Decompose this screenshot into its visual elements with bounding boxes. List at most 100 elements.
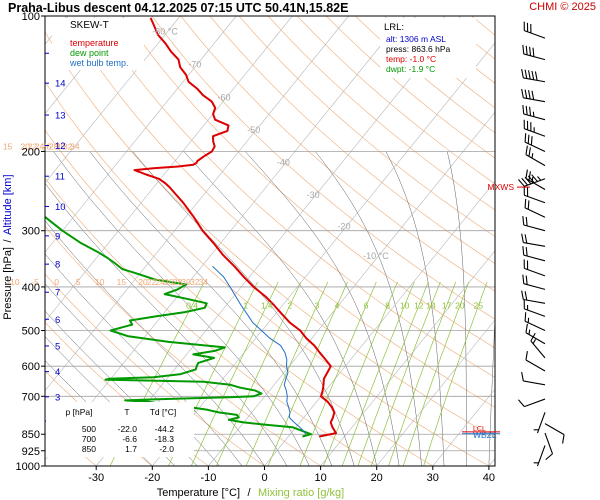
- lcl-label: LCL: [473, 426, 486, 433]
- dry-adiabat-label: 22: [28, 141, 38, 151]
- isotherm: [45, 16, 405, 461]
- wind-barb-feather: [562, 434, 565, 444]
- temperature-tick-label: 10: [314, 472, 326, 484]
- wind-barb-feather: [530, 332, 536, 342]
- mixing-ratio-label: 12: [414, 301, 424, 311]
- wind-barb-feather: [525, 247, 528, 257]
- altitude-tick-label: 6: [55, 315, 60, 326]
- mixing-ratio-label: 1: [243, 301, 248, 311]
- dry-adiabat: [296, 16, 495, 185]
- mixing-ratio-line: [299, 281, 377, 466]
- mixing-ratio-label: 4: [335, 301, 340, 311]
- wbzl-label: WBZL: [473, 430, 497, 440]
- dry-adiabat-label: 28: [173, 277, 183, 287]
- temperature-tick-label: 20: [371, 472, 383, 484]
- wind-barb-feather: [525, 169, 528, 179]
- wind-barb-feather: [525, 45, 528, 55]
- dry-adiabat-label: 34: [199, 277, 209, 287]
- isotherm-label: -70: [188, 59, 201, 69]
- lrl-background: [380, 18, 476, 78]
- mixing-ratio-label: 2: [287, 301, 292, 311]
- wind-barb-half-feather: [537, 176, 542, 181]
- dry-adiabat: [442, 16, 495, 60]
- wind-barb-feather: [534, 71, 538, 81]
- table-header-p: p [hPa]: [66, 407, 93, 417]
- table-header-t: T: [124, 407, 129, 417]
- dry-adiabat-label: 32: [190, 277, 200, 287]
- pressure-tick-label: 600: [22, 361, 40, 373]
- temperature-curve: [133, 17, 337, 438]
- mixing-ratio-line: [245, 281, 329, 466]
- isotherm: [545, 16, 600, 466]
- wind-barb-feather: [527, 200, 530, 210]
- y-axis-title: Pressure [hPa] / Altitude [km]: [2, 174, 14, 319]
- altitude-tick-label: 11: [55, 172, 65, 183]
- x-axis-title-separator: /: [247, 487, 251, 499]
- dry-adiabat: [471, 16, 495, 36]
- isotherm: [45, 16, 125, 115]
- dry-adiabat-label: 15: [3, 141, 13, 151]
- table-cell-p: 700: [82, 434, 96, 444]
- mixing-ratio-label: 10: [400, 301, 410, 311]
- isotherm: [264, 180, 495, 466]
- x-axis-title-mixing: Mixing ratio [g/kg]: [258, 487, 344, 499]
- wind-barb-staff: [536, 412, 546, 434]
- table-cell-td: -2.0: [159, 444, 174, 454]
- mixing-ratio-line: [341, 281, 415, 466]
- wind-barb-feather: [528, 70, 531, 80]
- wind-barb-half-feather: [532, 111, 535, 117]
- wind-barb-feather: [518, 399, 525, 407]
- dry-adiabat-label: 5: [76, 277, 81, 287]
- mixing-ratio-line: [357, 281, 429, 466]
- lrl-temp: temp: -1.0 °C: [386, 54, 436, 64]
- wind-barb-staff: [524, 320, 546, 332]
- dry-adiabat: [209, 16, 495, 264]
- dry-adiabat-label: 30: [181, 277, 191, 287]
- lrl-dwpt: dwpt: -1.9 °C: [386, 64, 435, 74]
- pressure-tick-label: 500: [22, 326, 40, 338]
- mixing-ratio-label: 14: [426, 301, 436, 311]
- dry-adiabat-label: 22: [147, 277, 157, 287]
- wind-barbs: [518, 21, 565, 467]
- wind-barb-feather: [521, 68, 524, 79]
- mixing-ratio-line: [267, 281, 348, 466]
- wetbulb-curve: [212, 265, 307, 435]
- wind-barb-feather: [531, 174, 538, 182]
- isotherm: [95, 16, 461, 466]
- table-header-td: Td [°C]: [150, 407, 177, 417]
- mixing-ratio-line: [388, 281, 457, 466]
- wind-barb-staff: [525, 154, 546, 167]
- isotherm-label: -10 °C: [363, 251, 389, 261]
- wind-barb-staff: [524, 128, 546, 137]
- dry-adiabat-label: 30: [56, 141, 66, 151]
- mixing-ratio-label: 20: [455, 301, 465, 311]
- table-cell-td: -44.2: [155, 424, 175, 434]
- altitude-tick-label: 14: [55, 79, 66, 90]
- wind-barb-staff: [523, 241, 546, 247]
- dry-adiabat-label: -5: [31, 277, 39, 287]
- wind-barb-staff: [523, 380, 546, 386]
- credit-label: CHMI © 2025: [529, 1, 596, 13]
- wind-barb-feather: [522, 274, 525, 284]
- wind-barb-feather: [524, 89, 528, 99]
- table-cell-t: -6.6: [122, 434, 137, 444]
- wind-barb-staff: [523, 97, 546, 103]
- legend-dewpoint: dew point: [70, 48, 109, 58]
- dry-adiabat-label: 32: [63, 141, 73, 151]
- wind-barb-feather: [522, 246, 525, 256]
- dry-adiabat: [501, 16, 600, 466]
- wind-barb-staff: [524, 207, 546, 218]
- isotherm-label: -30: [307, 190, 320, 200]
- isotherm: [45, 16, 349, 392]
- legend-wetbulb: wet bulb temp.: [69, 58, 129, 68]
- wind-barb-feather: [524, 291, 528, 301]
- legend-background: [52, 18, 144, 70]
- mixing-ratio-line: [190, 281, 279, 466]
- wind-barb-staff: [523, 298, 546, 304]
- grid-lines: [45, 16, 600, 466]
- dry-adiabat: [384, 16, 495, 109]
- pressure-tick-label: 100: [22, 11, 40, 23]
- legend: SKEW-T temperature dew point wet bulb te…: [52, 18, 144, 70]
- y-axis-title-pressure: Pressure [hPa]: [2, 247, 14, 320]
- wind-barb-staff: [524, 178, 546, 187]
